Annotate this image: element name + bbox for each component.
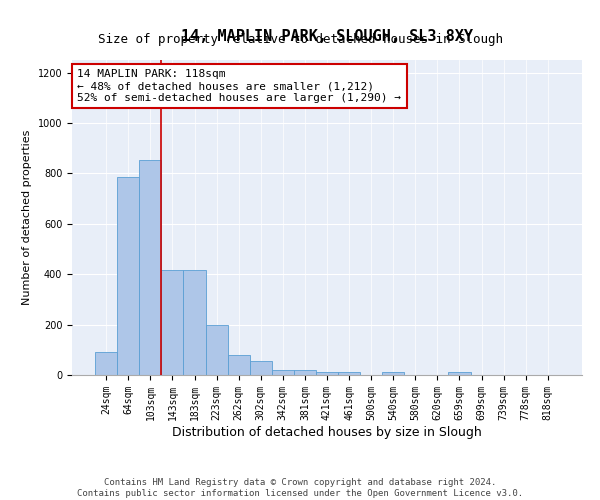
Bar — [95, 352, 117, 375]
Y-axis label: Number of detached properties: Number of detached properties — [22, 130, 32, 305]
Bar — [161, 270, 184, 375]
Bar — [316, 372, 338, 375]
Bar — [338, 372, 360, 375]
Bar — [294, 370, 316, 375]
Title: 14, MAPLIN PARK, SLOUGH, SL3 8XY: 14, MAPLIN PARK, SLOUGH, SL3 8XY — [181, 28, 473, 44]
Text: Contains HM Land Registry data © Crown copyright and database right 2024.
Contai: Contains HM Land Registry data © Crown c… — [77, 478, 523, 498]
Bar — [382, 372, 404, 375]
Text: 14 MAPLIN PARK: 118sqm
← 48% of detached houses are smaller (1,212)
52% of semi-: 14 MAPLIN PARK: 118sqm ← 48% of detached… — [77, 70, 401, 102]
X-axis label: Distribution of detached houses by size in Slough: Distribution of detached houses by size … — [172, 426, 482, 438]
Bar — [184, 270, 206, 375]
Text: Size of property relative to detached houses in Slough: Size of property relative to detached ho… — [97, 32, 503, 46]
Bar — [227, 355, 250, 375]
Bar — [206, 324, 227, 375]
Bar — [250, 361, 272, 375]
Bar — [272, 370, 294, 375]
Bar — [139, 160, 161, 375]
Bar — [448, 372, 470, 375]
Bar — [117, 177, 139, 375]
